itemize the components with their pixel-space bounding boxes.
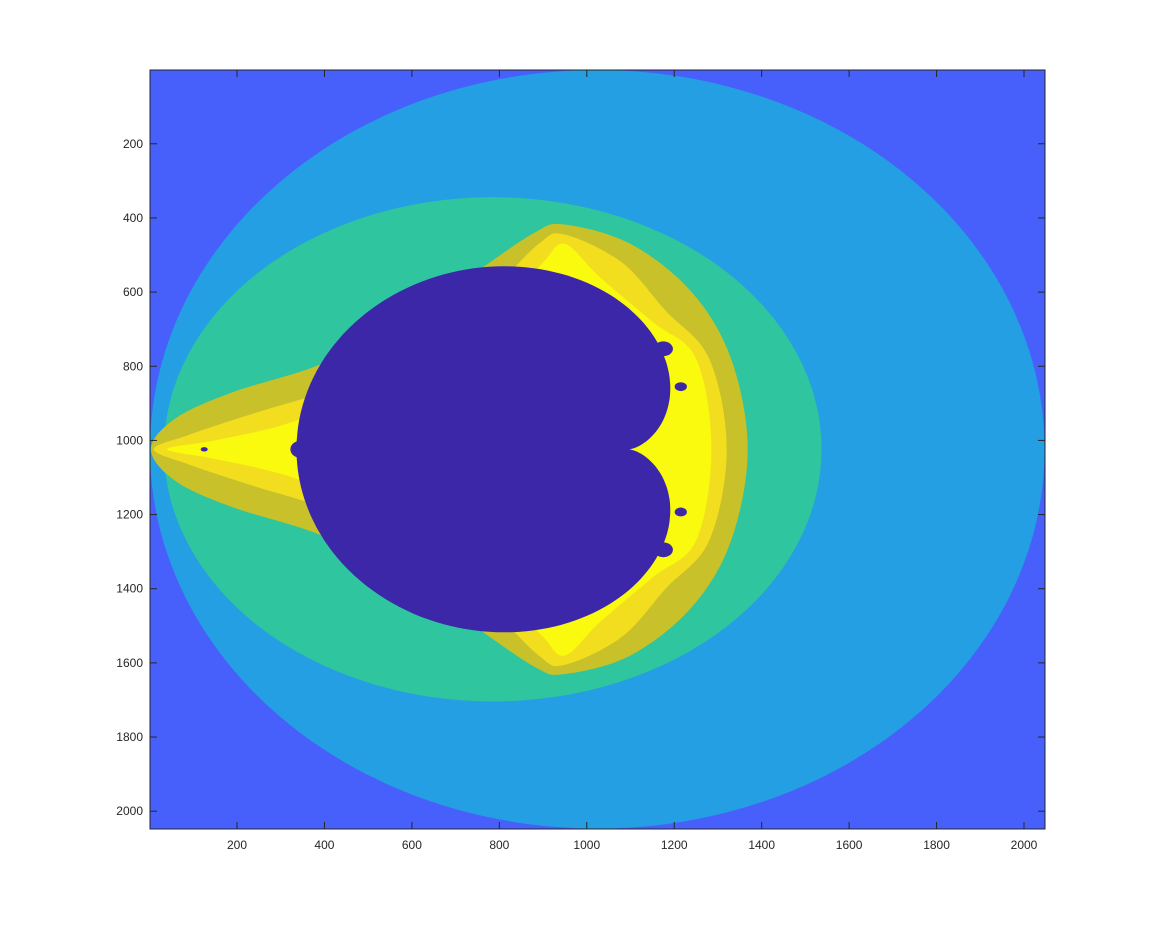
bulb-upper-right: [653, 341, 673, 357]
bulb-bottom-tip: [568, 613, 577, 620]
y-tick-label: 2000: [116, 804, 143, 818]
x-tick-label: 600: [402, 838, 422, 852]
bulb-left-lower: [337, 488, 350, 498]
bulb-upper-left: [473, 336, 493, 352]
x-tick-label: 1600: [836, 838, 863, 852]
axes-box: [149, 69, 1046, 830]
y-tick-label: 200: [123, 137, 143, 151]
y-tick-label: 1600: [116, 656, 143, 670]
x-tick-label: 1400: [748, 838, 775, 852]
bulb-left-upper: [337, 401, 350, 411]
antenna-blob: [200, 447, 208, 452]
y-tick-label: 1800: [116, 730, 143, 744]
period-2-bulb: [316, 402, 429, 496]
bulb-lower-left: [473, 547, 493, 563]
x-tick-label: 1200: [661, 838, 688, 852]
bulb-lower-right: [653, 542, 673, 558]
y-tick-label: 1200: [116, 508, 143, 522]
x-tick-label: 1000: [573, 838, 600, 852]
bulb-right-bottom: [674, 507, 687, 517]
x-tick-label: 400: [314, 838, 334, 852]
y-tick-label: 400: [123, 211, 143, 225]
bottom-bulb: [550, 575, 595, 612]
x-tick-label: 2000: [1011, 838, 1038, 852]
main-cardioid: [296, 266, 671, 633]
x-tick-label: 800: [489, 838, 509, 852]
x-axis: 200 400 600 800 1000 1200 1400 1600 1800 2000: [227, 70, 1038, 852]
bulb-right-top: [674, 382, 687, 392]
y-tick-label: 600: [123, 285, 143, 299]
bulb-top-tip: [568, 278, 577, 286]
top-bulb: [550, 287, 595, 323]
bulb-far-left: [290, 440, 314, 459]
y-axis: 200 400 600 800 1000 1200 1400 1600 1800 2000: [116, 137, 1045, 818]
y-tick-label: 800: [123, 359, 143, 373]
y-tick-label: 1000: [116, 433, 143, 447]
heatmap-image: [150, 70, 1045, 829]
y-tick-label: 1400: [116, 582, 143, 596]
x-tick-label: 1800: [923, 838, 950, 852]
x-tick-label: 200: [227, 838, 247, 852]
